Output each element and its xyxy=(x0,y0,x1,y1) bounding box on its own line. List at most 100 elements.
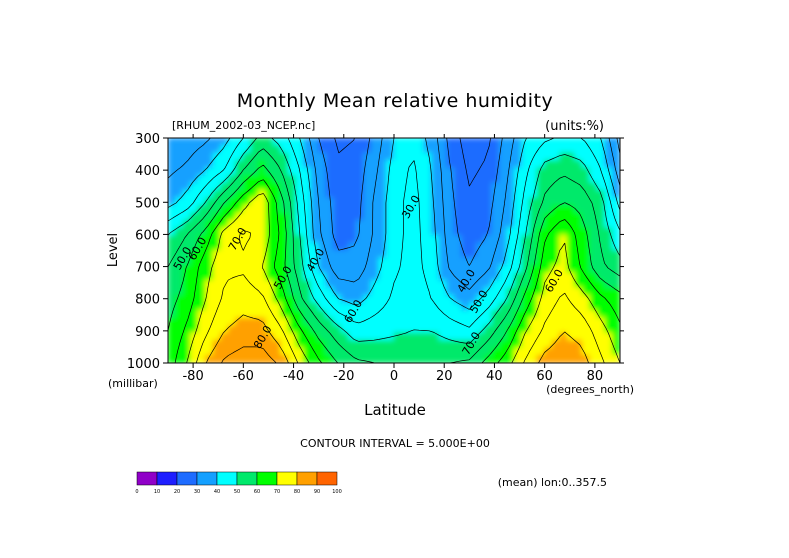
heatmap-cell xyxy=(235,152,244,161)
heatmap-cell xyxy=(431,212,440,221)
heatmap-cell xyxy=(611,182,620,191)
heatmap-cell xyxy=(310,182,320,191)
heatmap-cell xyxy=(190,302,199,311)
heatmap-cell xyxy=(581,152,591,161)
heatmap-cell xyxy=(544,227,553,236)
heatmap-cell xyxy=(461,272,470,281)
heatmap-cell xyxy=(401,295,410,304)
heatmap-cell xyxy=(596,197,606,206)
heatmap-cell xyxy=(468,182,478,191)
heatmap-cell xyxy=(265,250,274,259)
heatmap-cell xyxy=(514,257,523,266)
heatmap-cell xyxy=(378,295,387,304)
heatmap-cell xyxy=(288,190,297,199)
heatmap-cell xyxy=(423,242,433,251)
heatmap-cell xyxy=(566,235,576,244)
heatmap-cell xyxy=(536,152,546,161)
heatmap-cell xyxy=(461,138,470,146)
heatmap-cell xyxy=(408,212,418,221)
heatmap-cell xyxy=(348,205,357,214)
heatmap-cell xyxy=(295,152,305,161)
heatmap-cell xyxy=(385,235,395,244)
heatmap-cell xyxy=(529,310,538,319)
heatmap-cell xyxy=(491,250,500,259)
heatmap-cell xyxy=(325,160,335,169)
heatmap-cell xyxy=(272,220,282,229)
heatmap-cell xyxy=(318,145,327,154)
y-tick-label: 400 xyxy=(135,164,160,179)
heatmap-cell xyxy=(265,332,274,341)
heatmap-cell xyxy=(378,332,387,341)
heatmap-cell xyxy=(175,197,184,206)
heatmap-cell xyxy=(242,160,252,169)
heatmap-cell xyxy=(370,317,380,326)
heatmap-cell xyxy=(378,175,387,184)
heatmap-cell xyxy=(596,182,606,191)
heatmap-cell xyxy=(498,325,508,334)
heatmap-cell xyxy=(257,310,267,319)
heatmap-cell xyxy=(363,310,372,319)
heatmap-cell xyxy=(551,138,561,146)
heatmap-cell xyxy=(325,175,335,184)
heatmap-cell xyxy=(250,197,259,206)
heatmap-cell xyxy=(604,212,613,221)
heatmap-cell xyxy=(483,250,493,259)
heatmap-cell xyxy=(220,325,229,334)
heatmap-cell xyxy=(197,310,207,319)
heatmap-cell xyxy=(461,212,470,221)
heatmap-cell xyxy=(190,152,199,161)
heatmap-cell xyxy=(168,197,177,206)
heatmap-cell xyxy=(604,287,613,296)
heatmap-cell xyxy=(288,160,297,169)
colorbar-swatch xyxy=(316,471,338,486)
heatmap-cell xyxy=(408,317,418,326)
heatmap-cell xyxy=(333,197,342,206)
heatmap-cell xyxy=(544,340,553,349)
heatmap-cell xyxy=(596,145,606,154)
heatmap-cell xyxy=(514,347,523,356)
heatmap-cell xyxy=(190,355,199,363)
heatmap-cell xyxy=(295,160,305,169)
heatmap-cell xyxy=(212,280,222,289)
heatmap-cell xyxy=(521,250,531,259)
heatmap-cell xyxy=(272,340,282,349)
heatmap-cell xyxy=(288,332,297,341)
heatmap-cell xyxy=(529,257,538,266)
heatmap-cell xyxy=(175,287,184,296)
heatmap-cell xyxy=(205,332,214,341)
heatmap-cell xyxy=(242,272,252,281)
heatmap-cell xyxy=(227,220,237,229)
heatmap-cell xyxy=(521,197,531,206)
heatmap-cell xyxy=(566,317,576,326)
heatmap-cell xyxy=(589,182,598,191)
heatmap-cell xyxy=(416,152,425,161)
heatmap-cell xyxy=(536,265,546,274)
heatmap-cell xyxy=(559,145,568,154)
heatmap-cell xyxy=(227,317,237,326)
heatmap-cell xyxy=(596,340,606,349)
heatmap-cell xyxy=(355,152,365,161)
y-tick-label: 700 xyxy=(135,261,160,276)
heatmap-cell xyxy=(401,332,410,341)
heatmap-cell xyxy=(235,332,244,341)
heatmap-cell xyxy=(212,317,222,326)
heatmap-cell xyxy=(408,175,418,184)
heatmap-cell xyxy=(589,227,598,236)
heatmap-cell xyxy=(378,152,387,161)
heatmap-cell xyxy=(318,272,327,281)
heatmap-cell xyxy=(288,138,297,146)
heatmap-cell xyxy=(574,355,583,363)
heatmap-cell xyxy=(498,317,508,326)
heatmap-cell xyxy=(536,220,546,229)
heatmap-cell xyxy=(544,205,553,214)
heatmap-cell xyxy=(611,265,620,274)
colorbar-label: 80 xyxy=(294,489,300,495)
heatmap-cell xyxy=(348,317,357,326)
heatmap-cell xyxy=(310,272,320,281)
heatmap-cell xyxy=(491,347,500,356)
heatmap-cell xyxy=(401,167,410,176)
heatmap-cell xyxy=(235,325,244,334)
heatmap-cell xyxy=(453,317,463,326)
heatmap-cell xyxy=(589,145,598,154)
